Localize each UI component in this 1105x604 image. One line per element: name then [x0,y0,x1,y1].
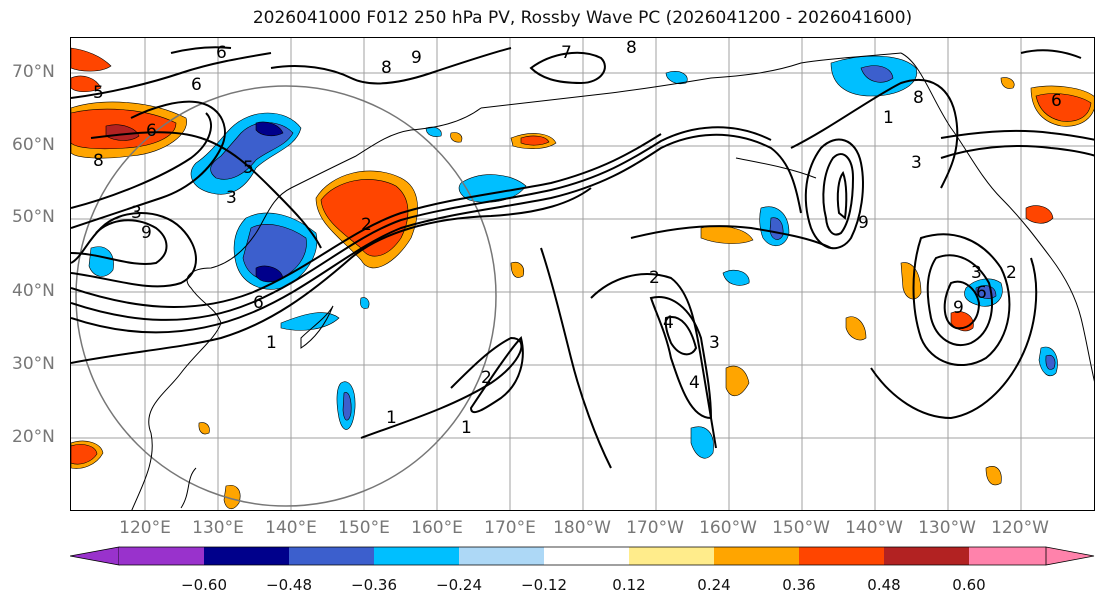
contour-label: 6 [191,75,202,95]
lon-label-180w: 180°W [553,518,611,538]
pv-fills [71,47,1094,509]
lon-label-130e: 130°E [192,518,244,538]
contour-label: 1 [266,333,277,353]
colorbar [70,546,1095,566]
colorbar-bin [714,547,799,565]
lon-label-170e: 170°E [484,518,536,538]
contour-label: 9 [141,223,152,243]
lat-label-30n: 30°N [12,354,55,374]
colorbar-extend-high [1045,546,1095,566]
contour-label: 8 [93,151,104,171]
graticule [71,38,1094,510]
contour-label: 8 [913,88,924,108]
contour-label: 3 [911,153,922,173]
map-panel: 6 9 8 7 8 5 6 6 8 5 3 3 2 9 6 1 1 2 1 2 … [70,37,1095,511]
contour-label: 5 [243,158,254,178]
contour-label: 8 [626,38,637,58]
colorbar-tick-label: −0.48 [266,576,312,594]
lon-label-170w: 170°W [626,518,684,538]
colorbar-bin [544,547,629,565]
contour-label: 2 [1006,263,1017,283]
lat-label-20n: 20°N [12,427,55,447]
colorbar-tick-label: 0.12 [612,576,646,594]
colorbar-bin [119,547,204,565]
lon-label-140w: 140°W [845,518,903,538]
contour-label: 9 [858,213,869,233]
contour-label: 1 [386,408,397,428]
lat-label-50n: 50°N [12,207,55,227]
contour-label: 9 [953,298,964,318]
contour-label: 8 [381,58,392,78]
colorbar-tick-label: −0.12 [521,576,567,594]
lon-label-160w: 160°W [699,518,757,538]
colorbar-tick-label: 0.36 [782,576,816,594]
map-canvas: 6 9 8 7 8 5 6 6 8 5 3 3 2 9 6 1 1 2 1 2 … [71,38,1094,510]
contour-label: 4 [689,373,700,393]
contour-label: 3 [709,333,720,353]
contour-label: 7 [561,43,572,63]
lat-label-70n: 70°N [12,62,55,82]
contour-label: 6 [146,121,157,141]
contour-label: 9 [411,48,422,68]
contour-labels: 6 9 8 7 8 5 6 6 8 5 3 3 2 9 6 1 1 2 1 2 … [93,38,1062,438]
contour-label: 3 [971,263,982,283]
lon-label-130w: 130°W [918,518,976,538]
contour-label: 6 [216,43,227,63]
figure-title: 2026041000 F012 250 hPa PV, Rossby Wave … [252,8,913,28]
contour-label: 6 [253,293,264,313]
colorbar-bin [629,547,714,565]
lon-label-150e: 150°E [338,518,390,538]
lon-label-140e: 140°E [265,518,317,538]
contour-label: 3 [226,188,237,208]
contour-label: 1 [461,418,472,438]
lon-label-150w: 150°W [772,518,830,538]
colorbar-bin [799,547,884,565]
colorbar-tick-label: 0.60 [952,576,986,594]
pv-contours [71,46,1094,469]
colorbar-bin [204,547,289,565]
lon-label-120w: 120°W [991,518,1049,538]
contour-label: 6 [1051,91,1062,111]
colorbar-tick-label: −0.60 [181,576,227,594]
contour-label: 1 [883,108,894,128]
colorbar-bin [289,547,374,565]
colorbar-tick-label: 0.48 [867,576,901,594]
colorbar-tick-label: 0.24 [697,576,731,594]
colorbar-tick-label: −0.24 [436,576,482,594]
colorbar-bin [884,547,969,565]
contour-label: 5 [93,83,104,103]
colorbar-extend-low [70,546,120,566]
contour-label: 2 [649,268,660,288]
colorbar-tick-label: −0.36 [351,576,397,594]
contour-label: 2 [361,215,372,235]
colorbar-bin [374,547,459,565]
contour-label: 6 [976,283,987,303]
lat-label-40n: 40°N [12,281,55,301]
rossby-wave-circle [75,85,497,507]
colorbar-bin [459,547,544,565]
contour-label: 4 [663,313,674,333]
lon-label-160e: 160°E [411,518,463,538]
lon-label-120e: 120°E [119,518,171,538]
contour-label: 3 [131,203,142,223]
coastlines [131,52,1094,510]
colorbar-bin [969,547,1046,565]
lat-label-60n: 60°N [12,135,55,155]
contour-label: 2 [481,368,492,388]
